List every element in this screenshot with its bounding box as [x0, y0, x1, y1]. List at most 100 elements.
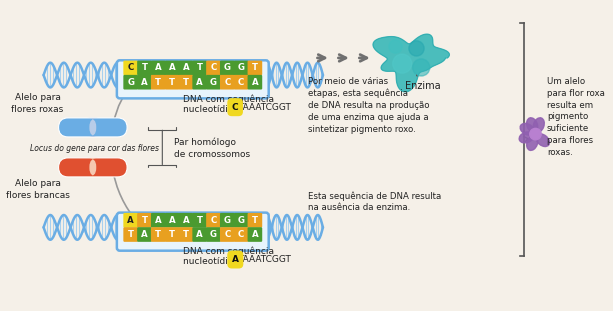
FancyBboxPatch shape [206, 213, 221, 228]
Text: T: T [183, 230, 189, 239]
Text: Locus do gene para cor das flores: Locus do gene para cor das flores [30, 144, 159, 153]
Text: T: T [197, 63, 203, 72]
Text: T: T [155, 230, 161, 239]
FancyBboxPatch shape [178, 213, 193, 228]
Text: Esta sequência de DNA resulta
na ausência da enzima.: Esta sequência de DNA resulta na ausênci… [308, 191, 441, 212]
FancyBboxPatch shape [165, 213, 180, 228]
FancyBboxPatch shape [137, 61, 152, 75]
FancyBboxPatch shape [206, 61, 221, 75]
Circle shape [413, 59, 430, 76]
Polygon shape [373, 34, 449, 92]
Text: C: C [238, 78, 244, 87]
Text: A: A [183, 216, 189, 225]
Text: A: A [232, 255, 239, 264]
Text: DNA com sequência
nucleotídica: DNA com sequência nucleotídica [183, 246, 274, 266]
FancyBboxPatch shape [88, 158, 98, 177]
Ellipse shape [519, 132, 534, 143]
Ellipse shape [527, 118, 538, 132]
Text: A: A [196, 78, 203, 87]
Text: C: C [210, 216, 216, 225]
Text: T: T [169, 230, 175, 239]
Text: A: A [155, 63, 162, 72]
Text: T: T [155, 78, 161, 87]
Text: A: A [251, 230, 258, 239]
Text: T: T [142, 63, 148, 72]
FancyBboxPatch shape [206, 227, 221, 242]
Text: C: C [210, 63, 216, 72]
FancyBboxPatch shape [248, 213, 262, 228]
Text: A: A [155, 216, 162, 225]
Text: A: A [141, 78, 148, 87]
Text: A: A [196, 230, 203, 239]
Text: Alelo para
flores brancas: Alelo para flores brancas [6, 179, 69, 200]
Circle shape [409, 41, 424, 56]
FancyBboxPatch shape [192, 61, 207, 75]
Text: A: A [169, 216, 175, 225]
FancyBboxPatch shape [178, 75, 193, 90]
Text: A: A [128, 216, 134, 225]
FancyBboxPatch shape [248, 227, 262, 242]
Text: TAAATCGGT: TAAATCGGT [238, 103, 291, 112]
FancyBboxPatch shape [117, 60, 268, 98]
Text: TAAATCGGT: TAAATCGGT [238, 255, 291, 264]
FancyBboxPatch shape [234, 213, 248, 228]
Text: G: G [238, 216, 245, 225]
FancyBboxPatch shape [234, 75, 248, 90]
FancyBboxPatch shape [178, 227, 193, 242]
FancyBboxPatch shape [123, 75, 138, 90]
Text: T: T [252, 216, 258, 225]
FancyBboxPatch shape [137, 213, 152, 228]
FancyBboxPatch shape [59, 158, 127, 177]
Text: A: A [183, 63, 189, 72]
FancyBboxPatch shape [137, 227, 152, 242]
Text: C: C [224, 230, 230, 239]
FancyBboxPatch shape [117, 213, 268, 251]
FancyBboxPatch shape [59, 118, 127, 137]
FancyBboxPatch shape [220, 213, 235, 228]
Text: Enzima: Enzima [405, 75, 441, 91]
FancyBboxPatch shape [192, 227, 207, 242]
Text: G: G [238, 63, 245, 72]
FancyBboxPatch shape [151, 75, 166, 90]
Text: T: T [183, 78, 189, 87]
Text: T: T [128, 230, 134, 239]
FancyBboxPatch shape [123, 213, 138, 228]
Text: C: C [128, 63, 134, 72]
Text: C: C [232, 103, 238, 112]
Ellipse shape [527, 136, 538, 151]
FancyBboxPatch shape [165, 61, 180, 75]
Text: G: G [210, 78, 217, 87]
FancyBboxPatch shape [137, 75, 152, 90]
FancyBboxPatch shape [248, 61, 262, 75]
Circle shape [530, 128, 541, 140]
FancyBboxPatch shape [151, 61, 166, 75]
Text: Por meio de várias
etapas, esta sequência
de DNA resulta na produção
de uma enzi: Por meio de várias etapas, esta sequênci… [308, 77, 430, 134]
Text: A: A [169, 63, 175, 72]
FancyBboxPatch shape [151, 213, 166, 228]
FancyBboxPatch shape [192, 75, 207, 90]
Text: C: C [224, 78, 230, 87]
FancyBboxPatch shape [206, 75, 221, 90]
FancyBboxPatch shape [123, 61, 138, 75]
Text: Par homólogo
de cromossomos: Par homólogo de cromossomos [173, 138, 250, 159]
Text: T: T [142, 216, 148, 225]
Text: Um alelo
para flor roxa
resulta em
pigmento
suficiente
para flores
roxas.: Um alelo para flor roxa resulta em pigme… [547, 77, 605, 157]
Text: G: G [210, 230, 217, 239]
FancyBboxPatch shape [192, 213, 207, 228]
FancyBboxPatch shape [88, 118, 98, 137]
Ellipse shape [536, 134, 549, 146]
Text: DNA com sequência
nucleotídica: DNA com sequência nucleotídica [183, 94, 274, 114]
FancyBboxPatch shape [165, 227, 180, 242]
Text: G: G [224, 216, 230, 225]
Circle shape [389, 40, 402, 53]
Text: T: T [252, 63, 258, 72]
FancyBboxPatch shape [234, 227, 248, 242]
FancyBboxPatch shape [220, 75, 235, 90]
Text: T: T [197, 216, 203, 225]
FancyBboxPatch shape [220, 61, 235, 75]
Text: G: G [127, 78, 134, 87]
Ellipse shape [533, 118, 544, 132]
FancyBboxPatch shape [151, 227, 166, 242]
Text: A: A [251, 78, 258, 87]
Text: A: A [141, 230, 148, 239]
